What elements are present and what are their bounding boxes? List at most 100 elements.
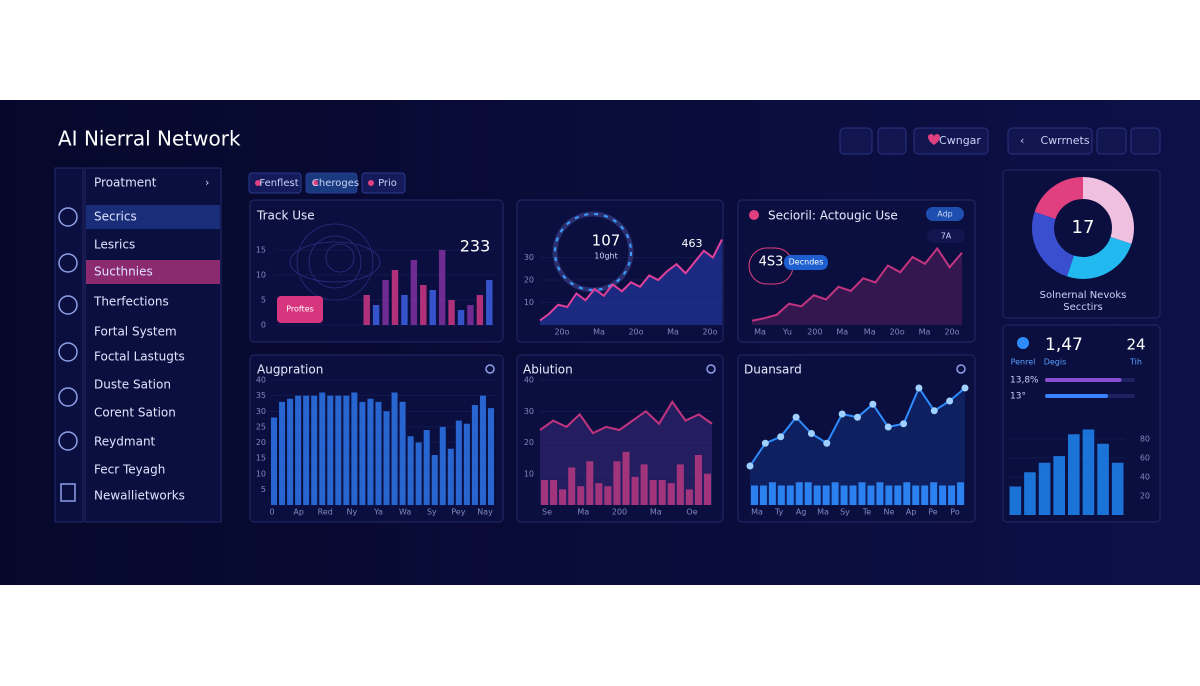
x-tick-label: Red bbox=[318, 508, 333, 517]
y-tick-label: 30 bbox=[524, 253, 534, 262]
bar bbox=[604, 486, 612, 505]
tab-label: Fenflest bbox=[259, 178, 298, 189]
tab[interactable] bbox=[248, 172, 302, 194]
x-tick-label: Ma bbox=[577, 508, 589, 517]
x-tick-label: 20o bbox=[944, 328, 959, 337]
bar bbox=[703, 473, 711, 505]
y-tick-label: 25 bbox=[256, 422, 266, 431]
menu-item[interactable]: Therfections bbox=[93, 295, 169, 309]
bar bbox=[867, 485, 875, 505]
bar bbox=[795, 482, 803, 505]
bar bbox=[676, 464, 684, 505]
y-tick-label: 10 bbox=[524, 298, 534, 307]
button-label: Cwrrnets bbox=[1040, 134, 1089, 147]
bar bbox=[359, 401, 366, 505]
menu-item[interactable]: Foctal Lastugts bbox=[94, 350, 185, 364]
x-tick-label: Ag bbox=[796, 508, 807, 517]
bar bbox=[957, 482, 964, 505]
y-tick-label: 20 bbox=[1140, 492, 1150, 501]
badge-label: Decndes bbox=[789, 258, 824, 267]
x-tick-label: Sy bbox=[427, 508, 437, 517]
point bbox=[807, 430, 815, 437]
menu-item[interactable]: Reydmant bbox=[94, 435, 156, 449]
tab[interactable] bbox=[305, 172, 358, 194]
bar bbox=[471, 405, 478, 505]
point bbox=[884, 423, 892, 431]
bar bbox=[303, 395, 310, 505]
badge-label: Proftes bbox=[286, 305, 314, 314]
bar bbox=[467, 305, 474, 325]
bar bbox=[487, 408, 494, 505]
button[interactable] bbox=[927, 229, 965, 243]
icon-button[interactable] bbox=[839, 127, 873, 155]
bar bbox=[622, 451, 630, 505]
button[interactable] bbox=[1007, 127, 1093, 155]
donut-segment bbox=[1032, 177, 1134, 279]
back-arrow: ‹ bbox=[1020, 134, 1024, 147]
tab[interactable] bbox=[361, 172, 406, 194]
bar bbox=[457, 310, 465, 325]
chevron: › bbox=[205, 176, 209, 189]
icon-button[interactable] bbox=[1096, 127, 1127, 155]
bar bbox=[410, 260, 418, 325]
line bbox=[751, 246, 963, 322]
menu-item[interactable]: Newallietworks bbox=[94, 489, 185, 503]
point bbox=[777, 433, 785, 441]
kpi: 463 bbox=[682, 237, 703, 250]
point bbox=[915, 384, 923, 392]
bar bbox=[271, 417, 278, 505]
bar bbox=[363, 295, 370, 325]
bar bbox=[343, 395, 350, 505]
menu-item[interactable]: Sucthnies bbox=[94, 265, 153, 279]
bar bbox=[476, 295, 484, 325]
x-tick-label: Nay bbox=[477, 508, 493, 517]
icon-button[interactable] bbox=[877, 127, 907, 155]
menu-item[interactable]: Duste Sation bbox=[94, 378, 171, 392]
point bbox=[961, 384, 969, 392]
bar bbox=[694, 455, 702, 505]
button[interactable] bbox=[926, 207, 964, 221]
icon-button[interactable] bbox=[1130, 127, 1161, 155]
bar bbox=[939, 485, 947, 505]
progress-bar bbox=[1045, 378, 1122, 382]
bar bbox=[455, 420, 462, 505]
tab-label: Prio bbox=[378, 178, 397, 189]
bar bbox=[631, 476, 639, 505]
bar bbox=[375, 401, 382, 505]
y-tick-label: 40 bbox=[256, 376, 266, 385]
menu-item[interactable]: Fecr Teyagh bbox=[94, 463, 165, 477]
point bbox=[946, 397, 954, 405]
menu-item[interactable]: Corent Sation bbox=[94, 406, 176, 420]
icons bbox=[58, 207, 78, 502]
x-tick-label: 20o bbox=[628, 328, 643, 337]
kpi: 1,47 bbox=[1045, 335, 1083, 355]
x-tick-label: Te bbox=[862, 508, 872, 517]
bar bbox=[401, 295, 408, 325]
x-tick-label: 20o bbox=[890, 328, 905, 337]
tab-dot bbox=[368, 180, 374, 186]
bar bbox=[858, 482, 866, 505]
active-item[interactable] bbox=[86, 260, 220, 284]
active-item[interactable] bbox=[86, 205, 220, 229]
y-tick-label: 20 bbox=[256, 438, 266, 447]
menu-item[interactable]: Proatment bbox=[94, 176, 157, 190]
panel-title: Augpration bbox=[257, 363, 323, 377]
tab-label: Cheroges bbox=[312, 178, 359, 189]
bar bbox=[577, 486, 585, 505]
menu-item[interactable]: Lesrics bbox=[94, 238, 135, 252]
badge bbox=[784, 255, 828, 270]
button-label: Cwngar bbox=[939, 134, 981, 147]
area bbox=[750, 388, 965, 505]
bar bbox=[759, 485, 767, 505]
bar bbox=[429, 290, 436, 325]
point bbox=[854, 413, 861, 421]
point bbox=[823, 439, 831, 447]
donut-caption: Secctirs bbox=[1063, 302, 1103, 313]
menu-item[interactable]: Fortal System bbox=[94, 325, 177, 339]
row-label: 13,8% bbox=[1010, 376, 1039, 386]
bar bbox=[479, 395, 486, 505]
bar bbox=[391, 270, 399, 325]
bar bbox=[319, 392, 326, 505]
menu-item[interactable]: Secrics bbox=[94, 210, 137, 224]
gauge-arc bbox=[554, 213, 632, 291]
